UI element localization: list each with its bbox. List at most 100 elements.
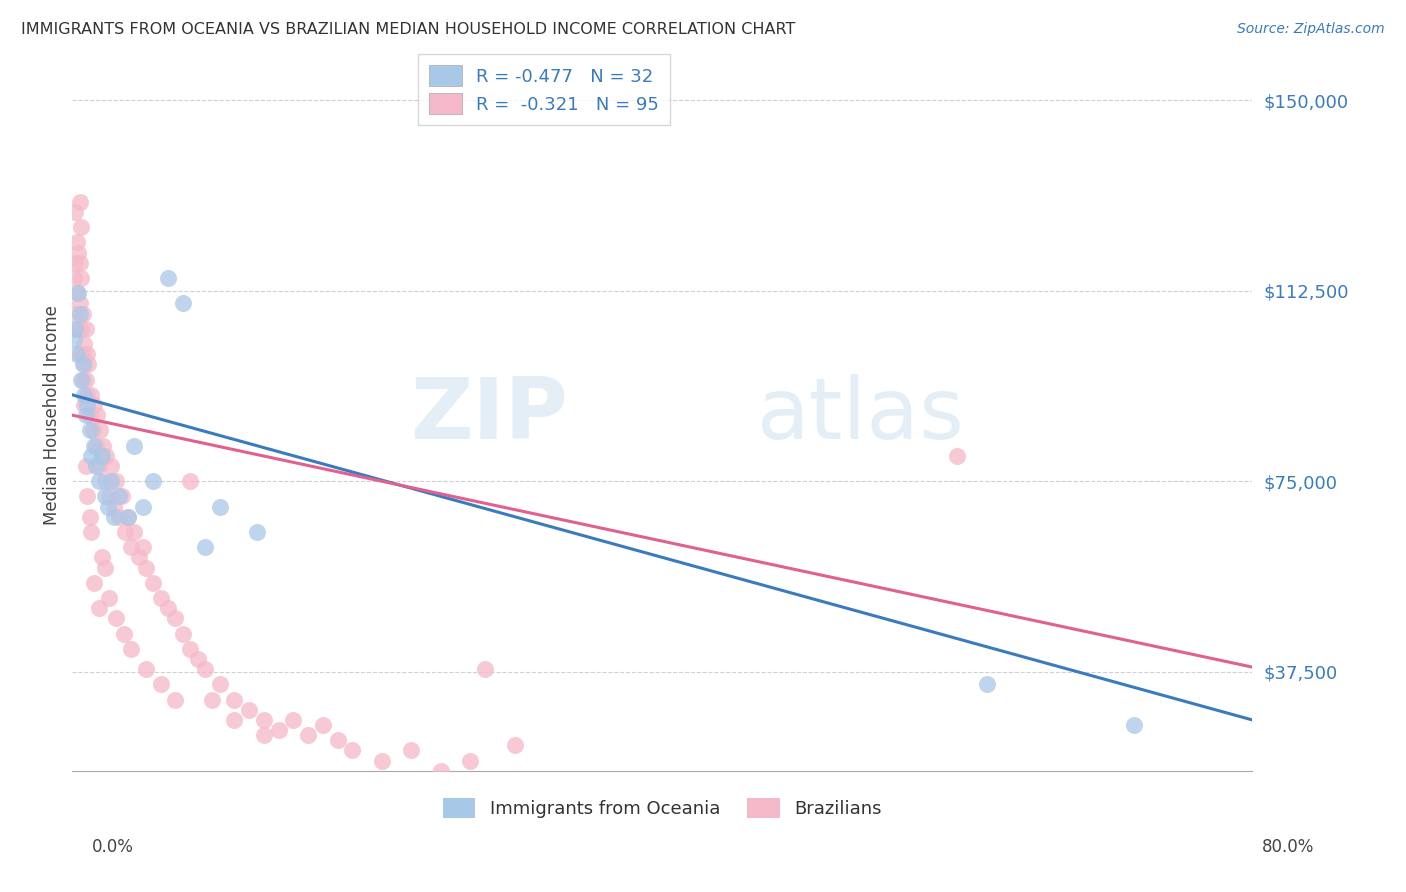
Point <box>98 490 121 504</box>
Point <box>91 439 114 453</box>
Point <box>90 449 112 463</box>
Point <box>946 449 969 463</box>
Point <box>76 347 98 361</box>
Point <box>103 500 125 514</box>
Point <box>66 235 89 250</box>
Point <box>84 458 107 473</box>
Point <box>75 408 97 422</box>
Text: atlas: atlas <box>756 374 965 457</box>
Point <box>90 550 112 565</box>
Point <box>165 692 187 706</box>
Point <box>172 296 194 310</box>
Point <box>79 408 101 422</box>
Point <box>149 591 172 605</box>
Point <box>83 439 105 453</box>
Point <box>73 388 96 402</box>
Text: 80.0%: 80.0% <box>1263 838 1315 856</box>
Point <box>97 500 120 514</box>
Point <box>69 194 91 209</box>
Point <box>69 307 91 321</box>
Point <box>165 611 187 625</box>
Point <box>401 743 423 757</box>
Point <box>98 591 121 605</box>
Point <box>224 713 246 727</box>
Text: ZIP: ZIP <box>411 374 568 457</box>
Point <box>79 423 101 437</box>
Point <box>80 524 103 539</box>
Point <box>503 739 526 753</box>
Point <box>67 245 90 260</box>
Point <box>66 347 89 361</box>
Point <box>112 626 135 640</box>
Point <box>70 220 93 235</box>
Point <box>297 728 319 742</box>
Point <box>67 322 90 336</box>
Point <box>72 357 94 371</box>
Point <box>208 677 231 691</box>
Point <box>75 322 97 336</box>
Point <box>283 713 305 727</box>
Point <box>62 271 84 285</box>
Point <box>103 509 125 524</box>
Point <box>474 662 496 676</box>
Point <box>76 388 98 402</box>
Point <box>73 398 96 412</box>
Point <box>122 439 145 453</box>
Point <box>86 408 108 422</box>
Point <box>460 754 482 768</box>
Point <box>96 449 118 463</box>
Point <box>82 423 104 437</box>
Legend: Immigrants from Oceania, Brazilians: Immigrants from Oceania, Brazilians <box>436 790 889 826</box>
Point <box>105 611 128 625</box>
Point <box>135 560 157 574</box>
Point <box>83 575 105 590</box>
Point <box>70 373 93 387</box>
Point <box>79 509 101 524</box>
Point <box>84 439 107 453</box>
Point <box>326 733 349 747</box>
Point <box>87 474 110 488</box>
Point <box>76 490 98 504</box>
Point <box>70 271 93 285</box>
Point <box>128 550 150 565</box>
Point <box>117 509 139 524</box>
Point <box>62 332 84 346</box>
Point <box>342 743 364 757</box>
Point <box>132 540 155 554</box>
Point <box>117 509 139 524</box>
Point <box>135 662 157 676</box>
Point <box>72 373 94 387</box>
Point <box>93 490 115 504</box>
Point <box>66 286 89 301</box>
Text: 0.0%: 0.0% <box>91 838 134 856</box>
Point <box>976 677 998 691</box>
Point <box>93 474 115 488</box>
Point <box>83 398 105 412</box>
Point <box>108 509 131 524</box>
Point <box>63 322 86 336</box>
Point <box>73 357 96 371</box>
Point <box>371 754 394 768</box>
Point <box>120 540 142 554</box>
Point <box>70 322 93 336</box>
Point <box>67 286 90 301</box>
Point <box>114 524 136 539</box>
Point <box>208 500 231 514</box>
Point <box>73 337 96 351</box>
Text: Source: ZipAtlas.com: Source: ZipAtlas.com <box>1237 22 1385 37</box>
Point <box>90 449 112 463</box>
Point <box>89 423 111 437</box>
Point <box>142 474 165 488</box>
Point <box>100 474 122 488</box>
Point <box>122 524 145 539</box>
Point <box>149 677 172 691</box>
Point <box>63 205 86 219</box>
Point <box>120 641 142 656</box>
Point <box>87 458 110 473</box>
Point <box>179 641 201 656</box>
Point <box>80 449 103 463</box>
Point <box>430 764 453 778</box>
Point <box>172 626 194 640</box>
Point <box>72 347 94 361</box>
Point <box>69 347 91 361</box>
